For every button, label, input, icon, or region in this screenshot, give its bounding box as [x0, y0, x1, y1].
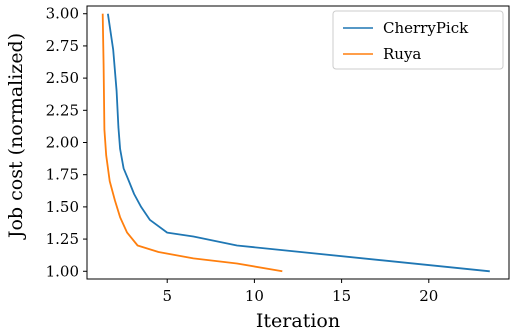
- ticks-layer: 5 10 15 20 1.00 1.25 1.50 1.75 2.00 2.25 2.50 2.75 3…: [46, 5, 439, 305]
- legend-label-cherrypick: CherryPick: [383, 19, 469, 37]
- series-line-ruya: [101, 13, 283, 273]
- x-tick-label: 10: [245, 287, 264, 305]
- y-tick-label: 1.00: [46, 262, 79, 280]
- y-tick-label: 1.75: [46, 166, 79, 184]
- legend: CherryPick Ruya: [332, 10, 504, 70]
- legend-label-ruya: Ruya: [383, 45, 421, 63]
- x-tick-label: 15: [332, 287, 351, 305]
- y-tick-label: 2.75: [46, 37, 79, 55]
- y-tick-label: 1.25: [46, 230, 79, 248]
- y-tick-label: 1.50: [46, 198, 79, 216]
- y-tick-label: 2.50: [46, 69, 79, 87]
- y-tick-label: 2.25: [46, 101, 79, 119]
- y-axis-label: Job cost (normalized): [5, 33, 27, 240]
- x-tick-label: 20: [419, 287, 438, 305]
- x-axis-label: Iteration: [256, 310, 340, 332]
- series-line-cherrypick: [107, 13, 490, 273]
- series-layer: [101, 13, 490, 273]
- y-tick-label: 3.00: [46, 5, 79, 23]
- legend-box: [332, 10, 504, 70]
- x-tick-label: 5: [162, 287, 172, 305]
- y-tick-label: 2.00: [46, 134, 79, 152]
